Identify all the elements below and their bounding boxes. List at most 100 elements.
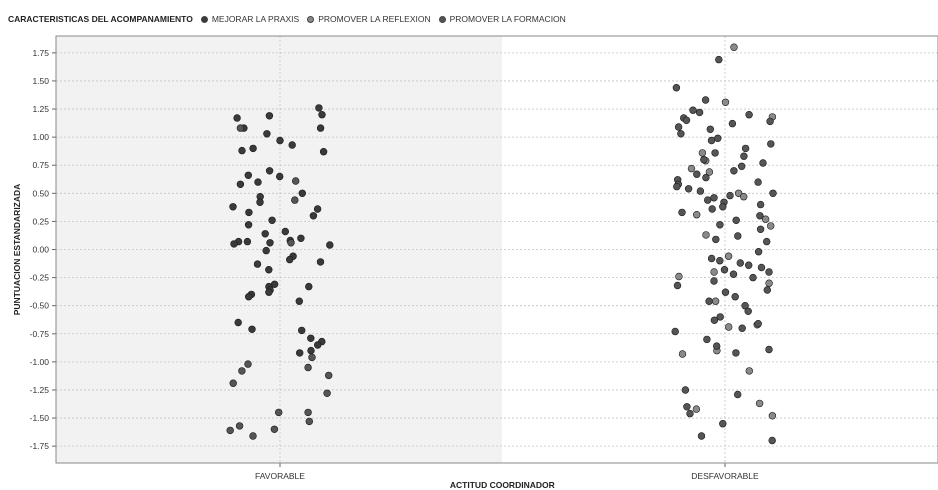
data-point — [708, 205, 716, 213]
data-point — [309, 212, 318, 220]
data-point — [757, 263, 766, 272]
data-point — [308, 353, 316, 362]
favorable-panel-background — [56, 36, 502, 463]
data-point — [684, 185, 693, 193]
data-point — [761, 215, 770, 223]
chart-legend: CARACTERISTICAS DEL ACOMPANAMIENTO MEJOR… — [8, 12, 574, 26]
data-point — [236, 124, 245, 132]
data-point — [682, 116, 691, 125]
data-point — [736, 259, 744, 267]
data-point — [681, 386, 690, 394]
data-point — [307, 346, 315, 355]
data-point — [767, 140, 775, 148]
data-point — [765, 345, 773, 354]
data-point — [697, 432, 706, 440]
data-point — [766, 222, 775, 230]
data-point — [737, 162, 746, 171]
y-tick-label: 1.00 — [32, 132, 49, 142]
plot-frame — [55, 35, 938, 464]
data-point — [307, 334, 315, 342]
data-point — [724, 252, 733, 260]
data-point — [672, 83, 681, 92]
data-point — [768, 436, 776, 445]
data-point — [318, 110, 326, 119]
y-tick-label: -0.75 — [30, 329, 50, 339]
data-point — [673, 182, 681, 191]
data-point — [716, 257, 724, 265]
data-point — [715, 55, 723, 64]
x-tick-label: FAVORABLE — [255, 471, 305, 481]
data-point — [226, 426, 234, 435]
data-point — [731, 293, 739, 301]
data-point — [249, 432, 257, 440]
data-point — [705, 297, 713, 305]
data-point — [314, 341, 322, 349]
legend-marker-icon — [438, 15, 446, 23]
y-tick-label: 1.25 — [32, 104, 49, 114]
data-point — [741, 302, 749, 310]
data-point — [689, 106, 697, 114]
data-point — [683, 403, 691, 411]
y-tick-label: -1.00 — [30, 357, 50, 367]
data-point — [712, 342, 721, 350]
data-point — [755, 399, 764, 408]
data-point — [720, 266, 729, 274]
data-point — [244, 171, 253, 180]
y-tick-label: 0.50 — [32, 188, 49, 198]
data-point — [693, 170, 701, 178]
data-point — [253, 260, 262, 268]
data-point — [766, 117, 774, 126]
data-point — [229, 203, 237, 211]
data-point — [316, 124, 325, 132]
data-point — [726, 191, 734, 200]
legend-item-label: PROMOVER LA FORMACION — [449, 14, 566, 24]
data-point — [734, 232, 742, 240]
data-point — [671, 327, 679, 336]
data-point — [710, 268, 718, 276]
data-point — [268, 216, 276, 225]
y-tick-label: 1.50 — [32, 76, 49, 86]
data-point — [270, 425, 279, 433]
data-point — [756, 200, 765, 209]
data-point — [245, 293, 253, 301]
data-point — [732, 216, 740, 225]
data-point — [315, 104, 323, 112]
data-point — [754, 248, 763, 256]
data-point — [276, 136, 284, 145]
data-point — [701, 96, 710, 104]
data-point — [243, 237, 252, 246]
legend-title: CARACTERISTICAS DEL ACOMPANAMIENTO — [8, 14, 193, 24]
y-axis-ticks: 1.75 1.50 1.25 1.00 0.75 0.50 0.25 0.00 -0.25 -0.… — [30, 48, 56, 451]
data-point — [675, 272, 683, 281]
data-point — [729, 270, 738, 278]
data-point — [236, 180, 245, 189]
data-point — [738, 324, 746, 332]
data-point — [711, 297, 720, 305]
y-tick-label: 0.00 — [32, 245, 49, 255]
data-point — [288, 141, 296, 149]
data-point — [762, 237, 771, 246]
data-point — [248, 325, 256, 333]
y-tick-label: -1.75 — [30, 441, 50, 451]
data-point — [756, 212, 764, 220]
data-point — [756, 225, 765, 234]
data-point — [263, 130, 271, 138]
data-point — [702, 231, 710, 239]
data-point — [768, 412, 777, 420]
data-point — [754, 320, 762, 328]
data-point — [323, 389, 331, 397]
data-point — [732, 349, 740, 357]
data-point — [326, 241, 334, 249]
data-point — [710, 194, 718, 202]
data-point — [710, 277, 718, 285]
legend-marker-icon — [200, 15, 208, 23]
y-tick-label: -1.50 — [30, 413, 50, 423]
data-point — [696, 187, 705, 195]
data-point — [739, 193, 748, 201]
data-point — [261, 230, 269, 238]
data-point — [686, 409, 694, 418]
data-point — [233, 114, 241, 122]
data-point — [678, 208, 686, 217]
data-point — [677, 130, 685, 138]
y-axis-title: PUNTUACION ESTANDARIZADA — [12, 184, 22, 316]
